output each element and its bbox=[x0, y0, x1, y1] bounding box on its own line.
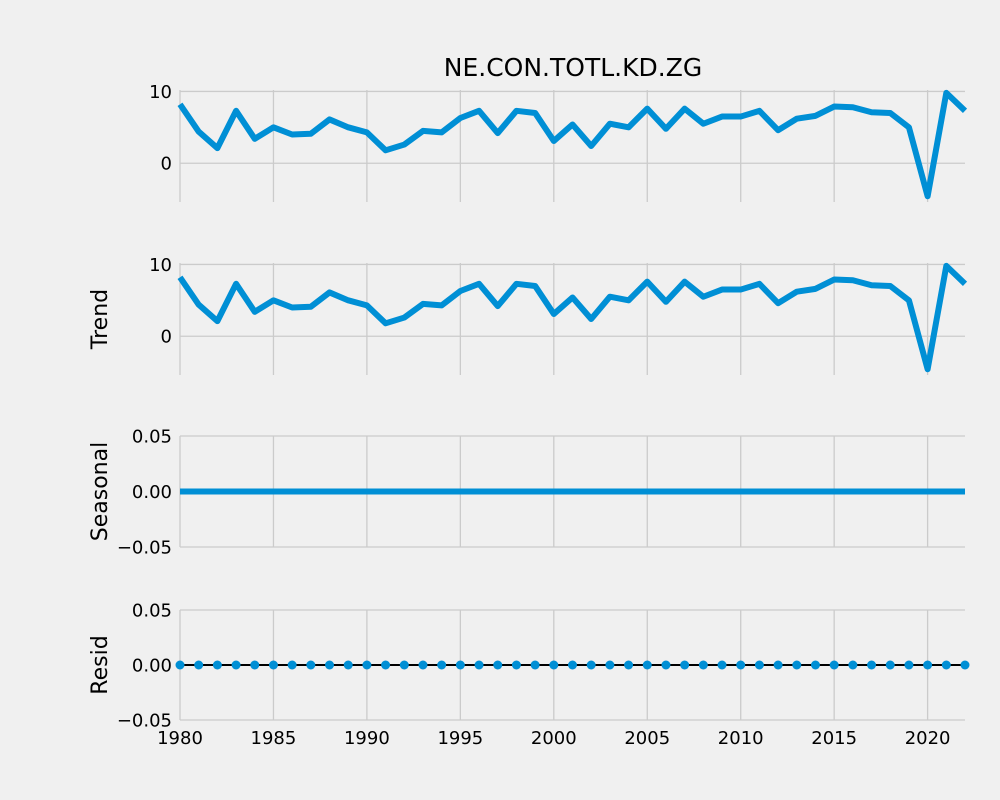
resid-point bbox=[923, 660, 933, 670]
y-tick-label: 0.00 bbox=[132, 656, 172, 677]
panels: 010010Trend−0.050.000.05Seasonal−0.050.0… bbox=[88, 82, 970, 749]
resid-point bbox=[792, 660, 802, 670]
panel-trend: 0 10 Trend bbox=[88, 255, 968, 375]
resid-point bbox=[268, 660, 278, 670]
resid-point bbox=[231, 660, 241, 670]
resid-point bbox=[455, 660, 465, 670]
resid-point bbox=[624, 660, 634, 670]
resid-point bbox=[904, 660, 914, 670]
resid-point bbox=[287, 660, 297, 670]
resid-point bbox=[586, 660, 596, 670]
resid-point bbox=[437, 660, 447, 670]
x-tick-label: 1990 bbox=[344, 728, 390, 749]
y-tick-label: −0.05 bbox=[117, 538, 172, 559]
resid-point bbox=[325, 660, 335, 670]
y-tick-label: 0 bbox=[161, 327, 172, 348]
resid-point bbox=[250, 660, 260, 670]
chart-title: NE.CON.TOTL.KD.ZG bbox=[444, 53, 702, 82]
resid-point bbox=[568, 660, 577, 670]
resid-point bbox=[717, 660, 727, 670]
resid-point bbox=[661, 660, 671, 670]
y-tick-label: 0.05 bbox=[132, 601, 172, 622]
y-tick-label: 0.05 bbox=[132, 427, 172, 448]
resid-point bbox=[680, 660, 690, 670]
resid-point bbox=[698, 660, 708, 670]
panel-seasonal: −0.05 0.00 0.05 Seasonal bbox=[88, 427, 965, 559]
resid-point bbox=[867, 660, 877, 670]
y-axis-label-resid: Resid bbox=[88, 635, 113, 694]
resid-point bbox=[493, 660, 503, 670]
resid-point bbox=[960, 660, 970, 670]
y-tick-label: 10 bbox=[149, 82, 172, 103]
resid-point bbox=[549, 660, 559, 670]
panel-resid: −0.05 0.00 0.05 Resid bbox=[88, 601, 970, 732]
resid-point bbox=[212, 660, 222, 670]
resid-point bbox=[736, 660, 746, 670]
series-line-trend bbox=[177, 262, 968, 373]
resid-point bbox=[418, 660, 428, 670]
resid-point bbox=[773, 660, 783, 670]
resid-point bbox=[642, 660, 652, 670]
x-tick-label: 2000 bbox=[531, 728, 577, 749]
resid-point bbox=[530, 660, 540, 670]
x-tick-label: 2015 bbox=[811, 728, 857, 749]
resid-point bbox=[810, 660, 820, 670]
resid-point bbox=[829, 660, 839, 670]
panel-observed: 0 10 bbox=[149, 82, 968, 202]
y-tick-label: 0.00 bbox=[132, 482, 172, 503]
resid-point bbox=[941, 660, 951, 670]
resid-point bbox=[754, 660, 764, 670]
y-tick-label: 10 bbox=[149, 255, 172, 276]
resid-point bbox=[362, 660, 372, 670]
y-axis-label-seasonal: Seasonal bbox=[88, 442, 113, 541]
y-tick-label: −0.05 bbox=[117, 711, 172, 732]
resid-point bbox=[381, 660, 391, 670]
resid-point bbox=[306, 660, 316, 670]
y-axis-label-trend: Trend bbox=[88, 289, 113, 350]
resid-point bbox=[885, 660, 895, 670]
x-tick-label: 1980 bbox=[157, 728, 203, 749]
y-tick-label: 0 bbox=[161, 154, 172, 175]
x-tick-label: 2005 bbox=[624, 728, 670, 749]
resid-point bbox=[605, 660, 615, 670]
resid-point bbox=[399, 660, 409, 670]
resid-point bbox=[511, 660, 521, 670]
x-tick-label: 2010 bbox=[718, 728, 764, 749]
resid-point bbox=[343, 660, 353, 670]
x-tick-label: 2020 bbox=[905, 728, 951, 749]
resid-point bbox=[848, 660, 858, 670]
x-tick-label: 1995 bbox=[437, 728, 483, 749]
resid-point bbox=[194, 660, 204, 670]
x-tick-label: 1985 bbox=[251, 728, 297, 749]
series-line-observed bbox=[177, 89, 968, 200]
resid-point bbox=[474, 660, 484, 670]
resid-point bbox=[175, 660, 185, 670]
